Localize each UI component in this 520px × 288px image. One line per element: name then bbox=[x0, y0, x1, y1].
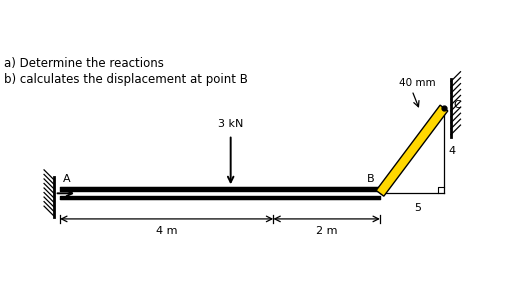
Text: A: A bbox=[63, 174, 70, 184]
Text: 40 mm: 40 mm bbox=[399, 78, 435, 88]
Text: B: B bbox=[367, 174, 374, 184]
Text: 2 m: 2 m bbox=[316, 226, 337, 236]
Text: a) Determine the reactions: a) Determine the reactions bbox=[4, 57, 164, 70]
Text: 3 kN: 3 kN bbox=[218, 119, 243, 129]
Polygon shape bbox=[376, 105, 448, 196]
Text: 4: 4 bbox=[448, 146, 456, 156]
Text: C: C bbox=[453, 100, 461, 110]
Text: 4 m: 4 m bbox=[156, 226, 177, 236]
Text: 5: 5 bbox=[414, 203, 421, 213]
Text: b) calculates the displacement at point B: b) calculates the displacement at point … bbox=[4, 73, 248, 86]
